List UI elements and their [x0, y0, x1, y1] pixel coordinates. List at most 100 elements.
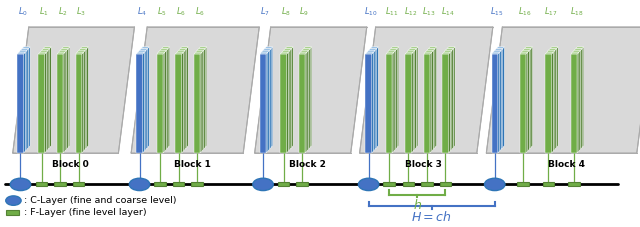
- Text: Block 2: Block 2: [289, 160, 326, 169]
- Polygon shape: [205, 47, 207, 148]
- Polygon shape: [161, 47, 170, 49]
- Polygon shape: [427, 49, 435, 50]
- Polygon shape: [424, 54, 430, 153]
- Polygon shape: [180, 47, 188, 49]
- Polygon shape: [19, 52, 26, 151]
- Polygon shape: [392, 52, 394, 153]
- Polygon shape: [198, 49, 205, 148]
- Polygon shape: [521, 52, 527, 151]
- Ellipse shape: [253, 178, 273, 191]
- Polygon shape: [576, 47, 584, 49]
- Polygon shape: [523, 50, 529, 149]
- Polygon shape: [497, 49, 503, 148]
- Polygon shape: [389, 49, 397, 50]
- Polygon shape: [432, 50, 433, 151]
- Bar: [421, 182, 433, 186]
- Polygon shape: [523, 49, 531, 50]
- Polygon shape: [17, 54, 24, 153]
- Text: Block 4: Block 4: [548, 160, 585, 169]
- Polygon shape: [28, 47, 30, 148]
- Polygon shape: [573, 52, 579, 151]
- Polygon shape: [159, 50, 166, 52]
- Polygon shape: [196, 50, 204, 52]
- Polygon shape: [579, 50, 580, 151]
- Polygon shape: [389, 50, 396, 149]
- Polygon shape: [447, 49, 453, 148]
- Polygon shape: [200, 52, 202, 153]
- Bar: [568, 182, 580, 186]
- Polygon shape: [415, 49, 417, 149]
- Polygon shape: [138, 52, 145, 151]
- Polygon shape: [140, 49, 148, 50]
- Bar: [154, 182, 166, 186]
- Polygon shape: [38, 52, 47, 54]
- Polygon shape: [410, 49, 417, 148]
- Polygon shape: [263, 49, 271, 50]
- Polygon shape: [550, 47, 558, 49]
- Polygon shape: [548, 49, 557, 50]
- Bar: [543, 182, 554, 186]
- Polygon shape: [185, 49, 187, 149]
- Polygon shape: [280, 52, 288, 54]
- Bar: [54, 182, 66, 186]
- Polygon shape: [304, 47, 312, 49]
- Polygon shape: [22, 47, 30, 49]
- Polygon shape: [263, 50, 269, 149]
- Polygon shape: [449, 52, 451, 153]
- Polygon shape: [184, 50, 185, 151]
- Text: $\it{L}_{3}$: $\it{L}_{3}$: [76, 5, 86, 18]
- Polygon shape: [524, 47, 532, 49]
- Polygon shape: [82, 52, 84, 153]
- Polygon shape: [68, 47, 70, 148]
- Polygon shape: [397, 47, 399, 148]
- Polygon shape: [445, 49, 453, 50]
- Polygon shape: [59, 50, 67, 52]
- Polygon shape: [146, 49, 148, 149]
- Polygon shape: [445, 50, 452, 149]
- Polygon shape: [405, 52, 413, 54]
- Text: $\it{L}_{12}$: $\it{L}_{12}$: [404, 5, 417, 18]
- Polygon shape: [390, 49, 397, 148]
- Polygon shape: [262, 52, 268, 151]
- Polygon shape: [429, 49, 435, 148]
- Text: Block 3: Block 3: [404, 160, 442, 169]
- Polygon shape: [136, 52, 145, 54]
- Polygon shape: [388, 52, 394, 151]
- Polygon shape: [47, 50, 48, 151]
- Polygon shape: [45, 52, 47, 153]
- Polygon shape: [42, 49, 50, 50]
- Text: Block 1: Block 1: [173, 160, 211, 169]
- Polygon shape: [425, 50, 433, 52]
- Polygon shape: [269, 49, 271, 149]
- Polygon shape: [376, 47, 378, 148]
- Polygon shape: [386, 52, 394, 54]
- Text: Block 0: Block 0: [52, 160, 89, 169]
- Polygon shape: [529, 49, 531, 149]
- Polygon shape: [304, 49, 310, 148]
- Polygon shape: [44, 49, 50, 148]
- Polygon shape: [370, 47, 378, 49]
- Text: $\it{L}_{6}$: $\it{L}_{6}$: [195, 5, 205, 18]
- Polygon shape: [495, 49, 503, 50]
- Polygon shape: [140, 50, 146, 149]
- Polygon shape: [20, 49, 28, 50]
- Polygon shape: [407, 52, 413, 151]
- Polygon shape: [545, 52, 553, 54]
- Polygon shape: [194, 54, 200, 153]
- Polygon shape: [407, 50, 415, 52]
- Polygon shape: [433, 49, 435, 149]
- Text: $\it{L}_{18}$: $\it{L}_{18}$: [570, 5, 583, 18]
- Polygon shape: [367, 52, 373, 151]
- Polygon shape: [495, 50, 501, 149]
- Polygon shape: [157, 54, 163, 153]
- Polygon shape: [292, 47, 293, 148]
- Polygon shape: [262, 50, 269, 52]
- Polygon shape: [498, 52, 499, 153]
- Polygon shape: [501, 49, 503, 149]
- Polygon shape: [288, 50, 290, 151]
- Polygon shape: [180, 49, 187, 148]
- Polygon shape: [365, 54, 372, 153]
- Polygon shape: [198, 47, 207, 49]
- Polygon shape: [547, 52, 553, 151]
- Text: $\it{L}_{13}$: $\it{L}_{13}$: [422, 5, 436, 18]
